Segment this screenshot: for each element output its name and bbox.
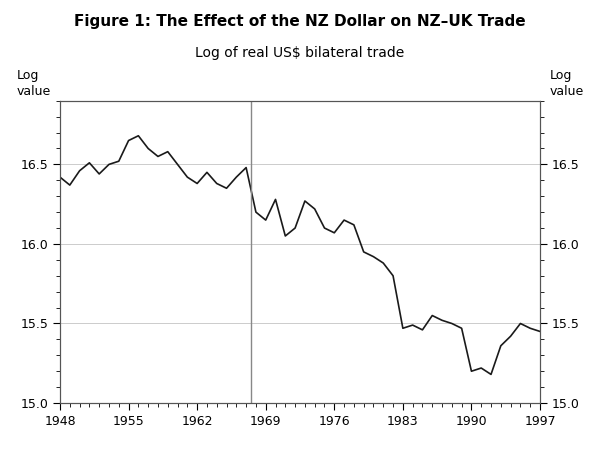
- Text: Log
value: Log value: [17, 69, 51, 98]
- Text: Log
value: Log value: [550, 69, 584, 98]
- Text: Log of real US$ bilateral trade: Log of real US$ bilateral trade: [196, 46, 404, 60]
- Text: Figure 1: The Effect of the NZ Dollar on NZ–UK Trade: Figure 1: The Effect of the NZ Dollar on…: [74, 14, 526, 29]
